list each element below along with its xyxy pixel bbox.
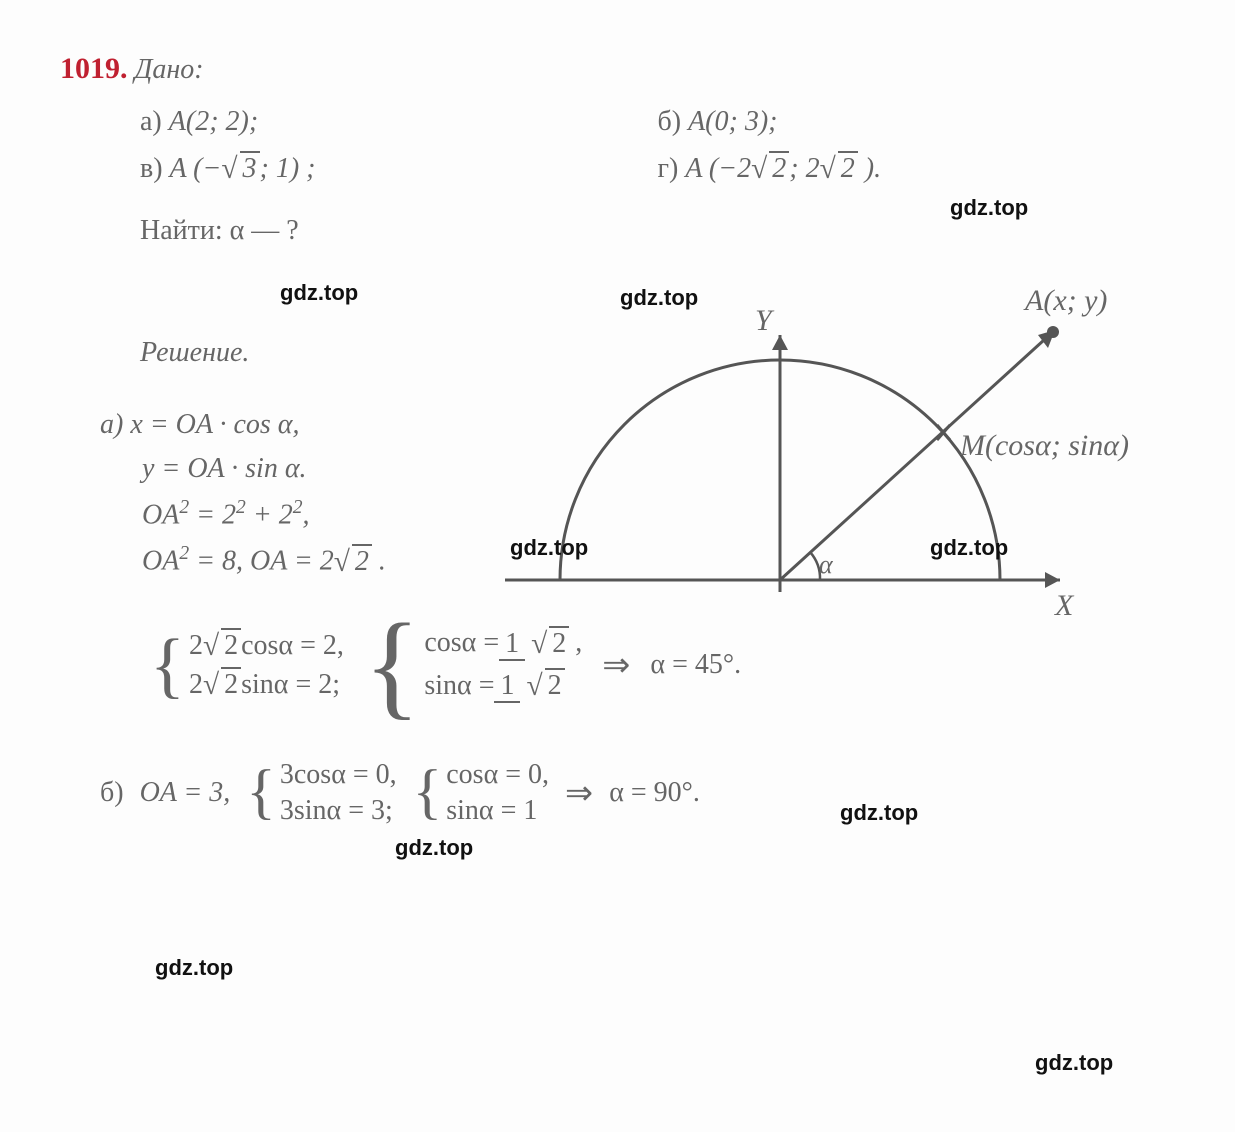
watermark: gdz.top: [1035, 1050, 1113, 1076]
watermark: gdz.top: [930, 535, 1008, 561]
watermark: gdz.top: [395, 835, 473, 861]
point-m-label: M(cosα; sinα): [959, 429, 1129, 462]
system-b1: { 3cosα = 0, 3sinα = 3;: [246, 757, 396, 830]
given-label: Дано:: [135, 54, 204, 85]
point-a-label: A(x; y): [1023, 284, 1107, 317]
watermark: gdz.top: [840, 800, 918, 826]
point-v: в) A (−3; 1) ;: [140, 152, 658, 185]
watermark: gdz.top: [155, 955, 233, 981]
system-2: { cosα = 12, sinα = 12: [364, 618, 582, 712]
diagram-svg: Y X A(x; y) M(cosα; sinα) α: [500, 280, 1180, 640]
brace-icon: {: [364, 618, 420, 712]
title-line: 1019. Дано:: [60, 52, 1175, 86]
diagram: Y X A(x; y) M(cosα; sinα) α: [500, 280, 1180, 640]
watermark: gdz.top: [950, 195, 1028, 221]
implies-arrow: ⇒: [602, 645, 630, 685]
brace-icon: {: [246, 768, 276, 817]
watermark: gdz.top: [510, 535, 588, 561]
given-row-1: а) A(2; 2); б) A(0; 3);: [60, 106, 1175, 138]
watermark: gdz.top: [620, 285, 698, 311]
implies-arrow: ⇒: [565, 773, 593, 813]
problem-number: 1019.: [60, 52, 128, 85]
watermark: gdz.top: [280, 280, 358, 306]
system-b2: { cosα = 0, sinα = 1: [413, 757, 549, 830]
brace-icon: {: [150, 636, 185, 694]
angle-label: α: [819, 550, 834, 579]
system-1: { 22cosα = 2, 22sinα = 2;: [150, 626, 344, 703]
y-axis-label: Y: [755, 304, 775, 337]
part-b-row: б) OA = 3, { 3cosα = 0, 3sinα = 3; { cos…: [60, 757, 1175, 830]
brace-icon: {: [413, 768, 443, 817]
point-b: б) A(0; 3);: [658, 106, 1176, 138]
point-a: а) A(2; 2);: [140, 106, 658, 138]
x-axis-label: X: [1054, 589, 1075, 622]
point-g: г) A (−22; 22 ).: [658, 152, 1176, 185]
given-row-2: в) A (−3; 1) ; г) A (−22; 22 ).: [60, 152, 1175, 185]
